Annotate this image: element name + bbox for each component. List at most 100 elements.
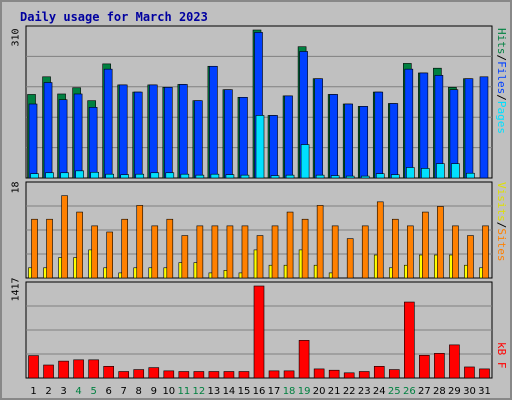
- files-bar: [88, 107, 98, 179]
- sites-bar: [316, 205, 324, 279]
- x-tick-label: 9: [151, 386, 157, 397]
- x-tick-label: 26: [403, 386, 416, 397]
- kbf-bar: [163, 370, 175, 379]
- pages-bar: [45, 172, 54, 179]
- chart-title: Daily usage for March 2023: [20, 10, 208, 24]
- x-tick-label: 8: [136, 386, 142, 397]
- files-bar: [194, 100, 203, 179]
- sites-bar: [331, 225, 339, 279]
- kbf-bar: [479, 368, 490, 379]
- kbf-bar: [358, 371, 370, 379]
- files-bar: [179, 84, 188, 179]
- x-tick-label: 28: [433, 386, 446, 397]
- files-bar: [374, 91, 384, 179]
- kbf-bar: [223, 371, 235, 379]
- kbf-bar: [58, 360, 69, 379]
- files-bar: [28, 103, 38, 179]
- files-bar: [359, 106, 369, 179]
- sites-bar: [361, 225, 369, 279]
- files-bar: [284, 95, 293, 179]
- kbf-bar: [404, 301, 415, 379]
- kbf-bar: [388, 369, 400, 379]
- pages-bar: [90, 171, 99, 179]
- pages-bar: [421, 168, 430, 179]
- files-bar: [118, 84, 128, 179]
- x-tick-label: 15: [238, 386, 251, 397]
- pages-bar: [60, 172, 69, 179]
- sites-bar: [256, 235, 264, 279]
- kbf-bar: [449, 344, 460, 379]
- sites-bar: [391, 218, 399, 279]
- kbf-bar: [133, 369, 145, 379]
- sites-bar: [482, 225, 489, 279]
- pages-bar: [240, 174, 250, 179]
- kbf-bar: [253, 285, 265, 379]
- pages-bar: [105, 173, 114, 179]
- pages-bar: [451, 163, 460, 179]
- kbf-bar: [73, 359, 84, 379]
- x-tick-label: 27: [418, 386, 431, 397]
- pages-bar: [315, 174, 325, 179]
- x-tick-label: 19: [298, 386, 311, 397]
- x-tick-label: 21: [328, 386, 341, 397]
- files-bar: [314, 78, 323, 179]
- x-tick-label: 29: [448, 386, 461, 397]
- kbf-bar: [178, 371, 190, 379]
- sites-bar: [136, 205, 144, 279]
- pages-bar: [135, 173, 145, 179]
- x-tick-label: 23: [358, 386, 371, 397]
- kbf-bar: [268, 370, 280, 379]
- pages-bar: [436, 163, 445, 179]
- files-bar: [133, 91, 143, 179]
- pages-bar: [285, 174, 295, 179]
- kbf-bar: [88, 359, 99, 379]
- files-bar: [344, 103, 353, 179]
- kbf-bar: [434, 353, 445, 379]
- sites-bar: [211, 225, 219, 279]
- pages-bar: [210, 173, 220, 179]
- files-bar: [148, 84, 158, 179]
- x-tick-label: 13: [208, 386, 221, 397]
- kbf-bar: [464, 366, 475, 379]
- sites-bar: [346, 238, 354, 279]
- files-bar: [164, 86, 173, 179]
- sites-bar: [226, 225, 234, 279]
- kbf-bar: [43, 364, 54, 379]
- x-tick-label: 17: [268, 386, 281, 397]
- kbf-bar: [208, 371, 220, 379]
- pages-bar: [406, 167, 415, 179]
- sites-bar: [61, 195, 68, 279]
- files-bar: [389, 103, 399, 179]
- files-bar: [269, 115, 278, 179]
- x-tick-label: 30: [463, 386, 476, 397]
- pages-bar: [390, 174, 400, 179]
- x-tick-label: 4: [75, 386, 81, 397]
- pages-bar: [165, 172, 175, 179]
- files-bar: [464, 78, 474, 179]
- x-tick-label: 1: [30, 386, 36, 397]
- kbf-bar: [298, 340, 310, 379]
- kbf-bar: [419, 354, 430, 379]
- sites-bar: [301, 218, 309, 279]
- kbf-bar: [238, 371, 250, 379]
- files-bar: [404, 68, 414, 179]
- kbf-bar: [283, 370, 295, 379]
- x-tick-label: 12: [193, 386, 206, 397]
- pages-bar: [360, 175, 370, 179]
- sites-bar: [31, 218, 38, 279]
- x-tick-label: 11: [177, 386, 190, 397]
- kbf-bar: [373, 366, 385, 379]
- files-bar: [329, 94, 338, 179]
- pages-bar: [195, 174, 205, 179]
- pages-bar: [345, 175, 355, 179]
- sites-bar: [452, 225, 459, 279]
- sites-bar: [106, 231, 113, 279]
- pages-bar: [30, 173, 39, 179]
- kbf-bar: [148, 367, 160, 379]
- pages-bar: [120, 174, 130, 179]
- files-bar: [73, 93, 83, 179]
- x-tick-label: 24: [373, 386, 386, 397]
- x-tick-label: 2: [45, 386, 51, 397]
- sites-bar: [376, 201, 384, 279]
